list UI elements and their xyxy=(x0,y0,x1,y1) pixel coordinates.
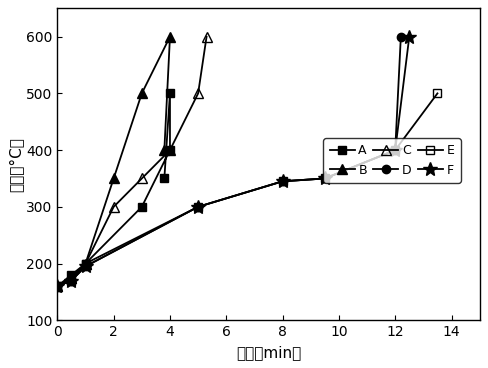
F xyxy=(322,176,328,181)
C xyxy=(139,176,145,181)
B xyxy=(139,91,145,96)
D xyxy=(55,284,61,289)
D xyxy=(392,148,398,152)
F xyxy=(195,205,201,209)
E xyxy=(195,205,201,209)
F xyxy=(407,35,412,39)
E xyxy=(68,278,74,283)
D xyxy=(82,264,88,269)
E xyxy=(82,261,88,266)
C xyxy=(82,261,88,266)
A xyxy=(139,205,145,209)
A xyxy=(162,176,167,181)
E xyxy=(322,176,328,181)
F xyxy=(68,278,74,283)
C xyxy=(195,91,201,96)
C xyxy=(111,205,117,209)
C xyxy=(55,284,61,289)
C xyxy=(68,276,74,280)
E xyxy=(55,284,61,289)
F xyxy=(82,264,88,269)
E xyxy=(434,91,440,96)
Line: C: C xyxy=(53,32,211,291)
B xyxy=(82,261,88,266)
D xyxy=(195,205,201,209)
Line: B: B xyxy=(53,32,175,291)
C xyxy=(203,35,209,39)
A xyxy=(82,261,88,266)
A xyxy=(167,91,173,96)
Legend: A, B, C, D, E, F: A, B, C, D, E, F xyxy=(324,138,461,183)
B xyxy=(162,148,167,152)
B xyxy=(55,284,61,289)
D xyxy=(68,278,74,283)
A xyxy=(68,273,74,277)
D xyxy=(322,176,328,181)
Line: F: F xyxy=(50,30,416,293)
E xyxy=(392,148,398,152)
B xyxy=(167,35,173,39)
A xyxy=(167,148,173,152)
D xyxy=(280,179,285,184)
Line: A: A xyxy=(53,89,174,290)
D xyxy=(398,35,404,39)
Line: D: D xyxy=(53,32,405,290)
B xyxy=(111,176,117,181)
X-axis label: 时间（min）: 时间（min） xyxy=(236,345,301,360)
F xyxy=(392,148,398,152)
Y-axis label: 温度（°C）: 温度（°C） xyxy=(8,137,23,192)
A xyxy=(55,284,61,289)
C xyxy=(167,148,173,152)
E xyxy=(280,179,285,184)
F xyxy=(55,284,61,289)
B xyxy=(68,276,74,280)
F xyxy=(280,179,285,184)
Line: E: E xyxy=(53,89,442,290)
